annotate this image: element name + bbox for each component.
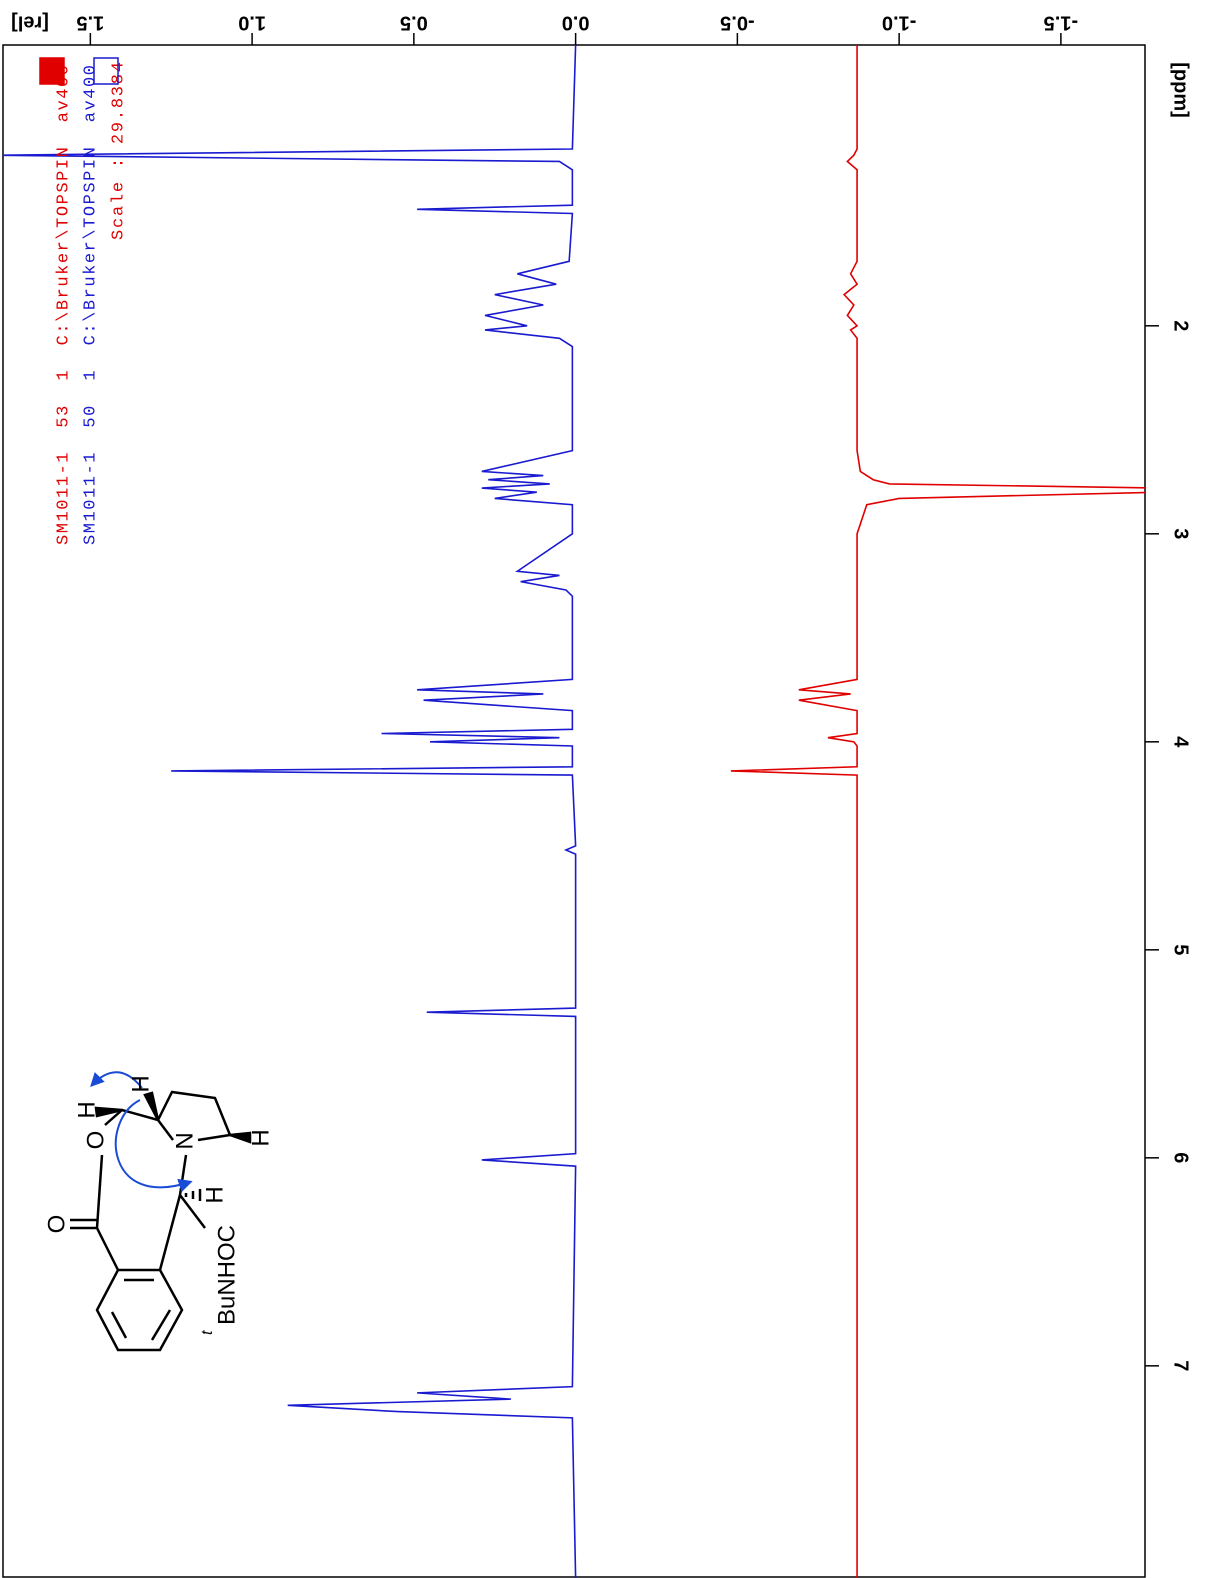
spectrum-line <box>730 45 1145 1578</box>
x-axis-label: [ppm] <box>1170 62 1192 118</box>
x-tick-label: 5 <box>1170 944 1192 955</box>
atom-label: BuNHOC <box>213 1225 240 1325</box>
ester-bonds <box>70 1154 120 1271</box>
legend-label: SM1011-1 53 1 C:\Bruker\TOPSPIN av400 <box>54 65 73 545</box>
atom-label: H <box>201 1186 228 1203</box>
plot-area <box>3 45 1145 1578</box>
wedges <box>94 1091 252 1144</box>
legend-swatch <box>93 57 119 85</box>
benzylic-bonds <box>158 1154 206 1271</box>
y-tick-label: 1.0 <box>238 12 266 34</box>
x-tick-label: 2 <box>1170 320 1192 331</box>
x-tick-label: 7 <box>1170 1360 1192 1371</box>
atom-label: N <box>171 1132 198 1149</box>
atom-label: H <box>127 1075 154 1092</box>
y-tick-label: 1.5 <box>76 12 104 34</box>
ring-double-bonds <box>110 1278 172 1341</box>
noe-arrow <box>114 1099 193 1193</box>
atom-label: O <box>43 1215 70 1234</box>
y-axis-label: [rel] <box>11 12 49 34</box>
noe-arrow <box>90 1071 143 1089</box>
scale-annotation: Scale : 29.8384 <box>109 62 128 240</box>
plot-frame <box>2 44 1146 1578</box>
y-tick-label: 0.5 <box>400 12 428 34</box>
y-tick-label: 0.0 <box>562 12 590 34</box>
structure <box>70 1071 252 1352</box>
spectrum-line <box>3 45 577 1578</box>
x-tick-label: 6 <box>1170 1152 1192 1163</box>
legend-label: SM1011-1 50 1 C:\Bruker\TOPSPIN av400 <box>81 65 100 545</box>
y-tick-label: -1.0 <box>882 12 916 34</box>
atom-label: t <box>199 1330 216 1335</box>
legend-swatch <box>39 57 65 85</box>
atom-label: O <box>82 1131 109 1150</box>
x-tick-label: 3 <box>1170 528 1192 539</box>
y-tick-label: -0.5 <box>720 12 754 34</box>
x-tick-label: 4 <box>1170 736 1192 748</box>
hash-bond <box>184 1189 202 1201</box>
atom-label: H <box>247 1129 274 1146</box>
y-tick-label: -1.5 <box>1044 12 1078 34</box>
atom-label: H <box>73 1101 100 1118</box>
